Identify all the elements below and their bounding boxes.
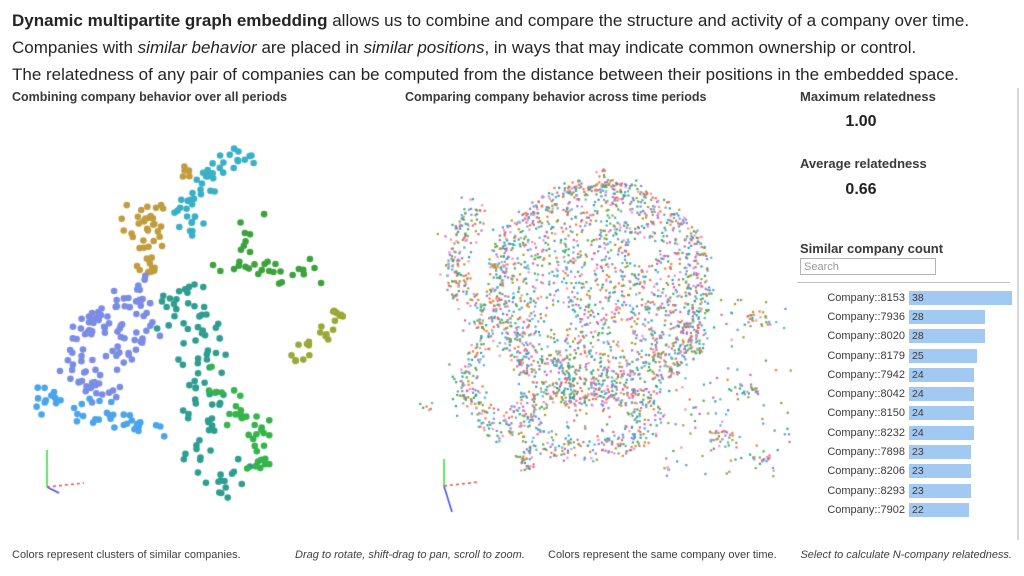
company-row[interactable]: Company::8153 38: [800, 288, 1012, 307]
page-description: Dynamic multipartite graph embedding all…: [12, 7, 969, 88]
company-label: Company::8020: [827, 330, 905, 343]
company-label: Company::8153: [827, 291, 905, 304]
company-label: Company::7936: [827, 310, 905, 323]
company-row[interactable]: Company::8232 24: [800, 423, 1012, 442]
similar-company-count-title: Similar company count: [800, 241, 944, 256]
company-label: Company::8150: [827, 407, 905, 420]
company-count-value: 24: [912, 388, 924, 401]
combined-embedding-plot[interactable]: [20, 140, 350, 510]
company-row[interactable]: Company::7902 22: [800, 500, 1012, 519]
company-label: Company::7898: [827, 446, 905, 459]
company-count-value: 23: [912, 484, 924, 497]
header-line-1: Dynamic multipartite graph embedding all…: [12, 11, 970, 30]
company-count-value: 28: [912, 310, 924, 323]
company-count-bar[interactable]: 24: [909, 367, 974, 382]
company-count-bar[interactable]: 23: [909, 483, 971, 498]
max-relatedness-label: Maximum relatedness: [800, 89, 936, 104]
time-periods-plot[interactable]: [400, 160, 795, 520]
company-row[interactable]: Company::8020 28: [800, 327, 1012, 346]
company-count-value: 23: [912, 446, 924, 459]
header-bold-title: Dynamic multipartite graph embedding: [12, 11, 328, 30]
company-label: Company::7902: [827, 503, 905, 516]
company-count-value: 22: [912, 503, 924, 516]
avg-relatedness-value: 0.66: [845, 181, 877, 198]
header-line-2: Companies with similar behavior are plac…: [12, 38, 917, 57]
middle-plot-caption: Colors represent the same company over t…: [548, 549, 777, 561]
company-count-value: 24: [912, 426, 924, 439]
company-count-bar[interactable]: 22: [909, 502, 969, 517]
company-count-bar[interactable]: 28: [909, 329, 985, 344]
middle-plot-title: Comparing company behavior across time p…: [405, 90, 707, 104]
company-count-value: 28: [912, 330, 924, 343]
company-count-value: 24: [912, 407, 924, 420]
company-row[interactable]: Company::8150 24: [800, 404, 1012, 423]
company-count-bar[interactable]: 23: [909, 445, 971, 460]
company-label: Company::8206: [827, 465, 905, 478]
list-divider: [797, 282, 1010, 283]
company-row[interactable]: Company::8206 23: [800, 462, 1012, 481]
company-count-bar[interactable]: 23: [909, 464, 971, 479]
company-label: Company::8232: [827, 426, 905, 439]
company-count-bar[interactable]: 24: [909, 425, 974, 440]
company-row[interactable]: Company::8042 24: [800, 384, 1012, 403]
max-relatedness-value: 1.00: [845, 113, 877, 130]
company-count-value: 24: [912, 368, 924, 381]
company-count-value: 38: [912, 291, 924, 304]
company-count-value: 23: [912, 465, 924, 478]
header-line-3: The relatedness of any pair of companies…: [12, 65, 959, 84]
company-row[interactable]: Company::8293 23: [800, 481, 1012, 500]
company-row[interactable]: Company::7942 24: [800, 365, 1012, 384]
company-row[interactable]: Company::7936 28: [800, 307, 1012, 326]
company-count-bar[interactable]: 24: [909, 406, 974, 421]
left-plot-title: Combining company behavior over all peri…: [12, 90, 288, 104]
company-label: Company::8042: [827, 388, 905, 401]
company-row[interactable]: Company::7898 23: [800, 442, 1012, 461]
similar-company-list: Company::8153 38 Company::7936 28 Company::8…: [800, 288, 1012, 520]
avg-relatedness-label: Average relatedness: [800, 156, 927, 171]
company-label: Company::8293: [827, 484, 905, 497]
company-count-bar[interactable]: 28: [909, 309, 985, 324]
company-label: Company::7942: [827, 368, 905, 381]
company-count-bar[interactable]: 38: [909, 290, 1012, 305]
company-row[interactable]: Company::8179 25: [800, 346, 1012, 365]
company-count-bar[interactable]: 25: [909, 348, 977, 363]
company-count-bar[interactable]: 24: [909, 387, 974, 402]
sidebar-scrollbar[interactable]: [1017, 88, 1019, 540]
search-input[interactable]: [800, 258, 936, 275]
company-count-value: 25: [912, 349, 924, 362]
right-panel-caption: Select to calculate N-company relatednes…: [800, 549, 1012, 561]
left-plot-caption: Colors represent clusters of similar com…: [12, 549, 241, 561]
company-label: Company::8179: [827, 349, 905, 362]
middle-plot-hint: Drag to rotate, shift-drag to pan, scrol…: [295, 549, 525, 561]
